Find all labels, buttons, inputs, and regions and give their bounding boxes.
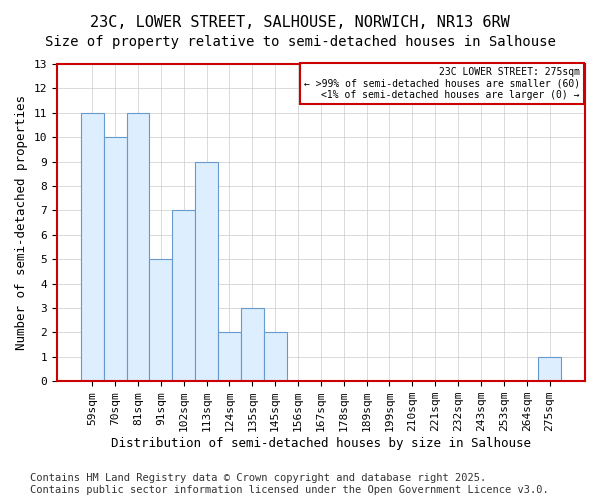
Text: Size of property relative to semi-detached houses in Salhouse: Size of property relative to semi-detach… [44,35,556,49]
Bar [538,357,561,381]
Bar [149,259,172,381]
Y-axis label: Number of semi-detached properties: Number of semi-detached properties [15,95,28,350]
Text: Contains HM Land Registry data © Crown copyright and database right 2025.
Contai: Contains HM Land Registry data © Crown c… [30,474,549,495]
Bar [218,332,241,381]
Bar [195,162,218,381]
Bar [81,113,104,381]
Bar [172,210,195,381]
Bar [104,137,127,381]
Text: 23C LOWER STREET: 275sqm
← >99% of semi-detached houses are smaller (60)
<1% of : 23C LOWER STREET: 275sqm ← >99% of semi-… [304,67,580,100]
Bar [241,308,264,381]
Bar [127,113,149,381]
Bar [264,332,287,381]
X-axis label: Distribution of semi-detached houses by size in Salhouse: Distribution of semi-detached houses by … [111,437,531,450]
Text: 23C, LOWER STREET, SALHOUSE, NORWICH, NR13 6RW: 23C, LOWER STREET, SALHOUSE, NORWICH, NR… [90,15,510,30]
